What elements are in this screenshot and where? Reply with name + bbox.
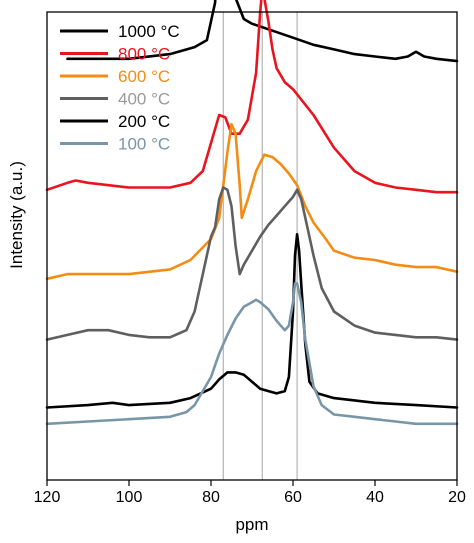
series-lines (45, 0, 459, 426)
x-tick-label: 60 (284, 489, 302, 506)
series-line-0 (66, 0, 459, 63)
legend-label: 800 °C (118, 45, 170, 64)
legend-label: 200 °C (118, 112, 170, 131)
legend: 1000 °C 800 °C 600 °C 400 °C 200 °C 100 °C (60, 22, 180, 154)
legend-label: 100 °C (118, 135, 170, 154)
legend-label: 600 °C (118, 67, 170, 86)
y-axis-title: Intensity (a.u.) (7, 161, 26, 269)
x-axis-title: ppm (235, 515, 268, 534)
x-tick-label: 40 (366, 489, 384, 506)
series-line-2 (45, 123, 459, 281)
series-line-5 (45, 282, 459, 426)
legend-label: 400 °C (118, 90, 170, 109)
series-line-3 (45, 186, 459, 341)
x-tick-label: 120 (34, 489, 61, 506)
x-tick-label: 20 (448, 489, 466, 506)
legend-label: 1000 °C (118, 22, 180, 41)
x-tick-label: 80 (202, 489, 220, 506)
plot-frame (46, 11, 458, 481)
series-line-1 (45, 0, 459, 194)
x-tick-label: 100 (116, 489, 143, 506)
series-line-4 (45, 233, 459, 409)
x-axis-ticks: 120 100 80 60 40 20 (34, 480, 466, 506)
